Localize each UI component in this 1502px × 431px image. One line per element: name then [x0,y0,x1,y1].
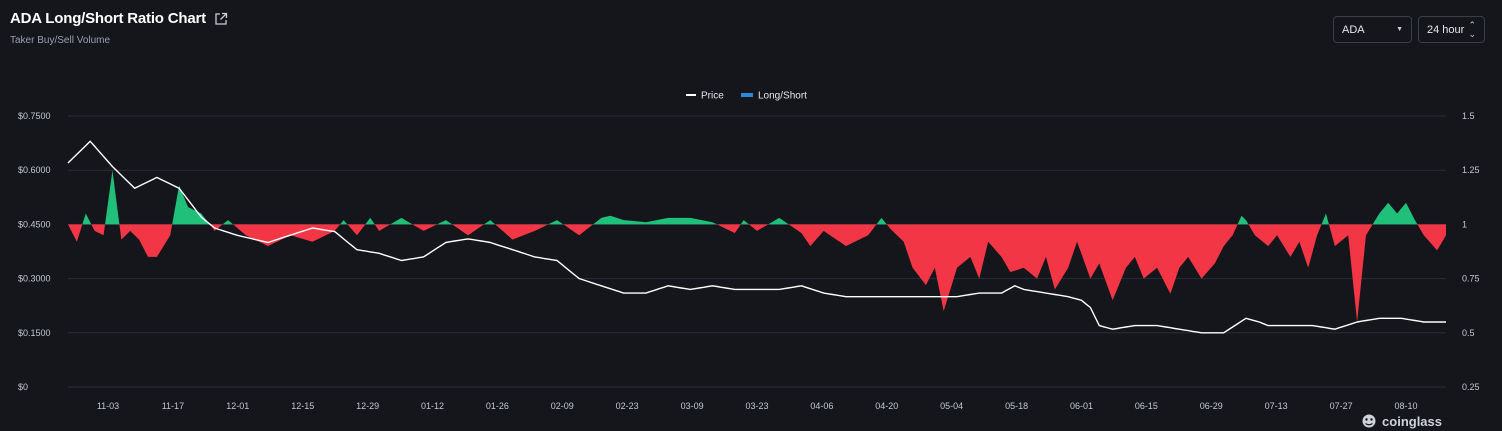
interval-select-value: 24 hour [1427,23,1465,36]
short-area [1328,224,1373,322]
coinglass-logo-icon [1362,414,1376,428]
short-area [91,224,106,236]
short-area [119,224,173,257]
short-area [1248,224,1322,268]
x-tick-label: 07-27 [1330,401,1353,411]
caret-down-icon: ▼ [1396,26,1403,33]
x-tick-label: 06-15 [1135,401,1158,411]
x-tick-label: 08-10 [1394,401,1417,411]
long-area [390,217,413,225]
chart-legend[interactable]: Price Long/Short [686,91,807,102]
short-area [748,224,769,231]
y-right-tick-label: 0.75 [1462,274,1480,284]
x-tick-label: 11-03 [97,401,119,411]
short-area [788,224,877,247]
chart-controls: ADA ▼ 24 hour ⌃ ⌄ [1333,16,1485,43]
x-tick-label: 07-13 [1265,401,1288,411]
chart-grid [68,115,1446,388]
short-area [716,224,741,234]
y-left-tick-label: $0.3000 [18,274,51,284]
long-area [876,217,887,225]
coin-select[interactable]: ADA ▼ [1333,16,1412,43]
long-area [1237,215,1249,225]
long-area [740,220,749,225]
long-area [768,217,789,225]
long-area [1372,202,1418,225]
legend-price-label: Price [701,91,724,102]
price-line [67,140,1446,334]
watermark-text: coinglass [1382,413,1442,429]
short-area [233,224,341,247]
x-tick-label: 12-15 [291,401,314,411]
x-tick-label: 02-09 [551,401,574,411]
x-tick-label: 05-18 [1005,401,1028,411]
x-tick-label: 06-29 [1200,401,1223,411]
y-left-tick-label: $0.7500 [18,111,51,121]
short-area [886,224,1238,312]
legend-item-price[interactable]: Price [686,91,724,102]
y-left-tick-label: $0.4500 [18,219,51,229]
long-area [365,217,375,225]
long-area [593,215,717,225]
long-area [548,220,564,225]
x-axis: 11-03 11-17 12-01 12-15 12-29 01-12 01-26 02-09… [97,401,1418,411]
chevron-up-down-icon: ⌃ ⌄ [1468,19,1476,39]
x-tick-label: 01-26 [486,401,509,411]
y-right-tick-label: 1.25 [1462,165,1480,175]
legend-long-short-label: Long/Short [758,91,807,102]
y-right-tick-label: 0.25 [1462,382,1480,392]
chart-header: ADA Long/Short Ratio Chart Taker Buy/Sel… [10,10,228,46]
long-area [82,213,92,225]
x-tick-label: 12-29 [356,401,379,411]
x-tick-label: 02-23 [616,401,639,411]
y-axis-left: $0.7500 $0.6000 $0.4500 $0.3000 $0.1500 $0 [18,111,51,392]
legend-item-long-short[interactable]: Long/Short [741,91,807,102]
short-area [347,224,366,236]
page-subtitle: Taker Buy/Sell Volume [10,35,111,46]
long-area [483,220,496,225]
coinglass-watermark: coinglass [1360,413,1442,429]
x-tick-label: 03-23 [745,401,768,411]
short-area [412,224,437,231]
y-axis-right: 1.5 1.25 1 0.75 0.5 0.25 [1462,111,1480,392]
external-link-icon[interactable] [214,12,228,26]
x-tick-label: 03-09 [681,401,704,411]
x-tick-label: 11-17 [162,401,184,411]
short-area [563,224,594,236]
short-area [374,224,391,231]
long-area [222,220,234,225]
y-left-tick-label: $0.6000 [18,165,51,175]
long-area [436,220,453,225]
long-area [172,185,210,225]
y-right-tick-label: 1.5 [1462,111,1475,121]
y-right-tick-label: 0.5 [1462,328,1475,338]
y-right-tick-label: 1 [1462,219,1467,229]
x-tick-label: 05-04 [940,401,963,411]
long-short-area [68,170,1446,322]
long-area [340,220,348,225]
short-area [1417,224,1446,251]
page-title: ADA Long/Short Ratio Chart [10,10,206,27]
x-tick-label: 04-06 [810,401,833,411]
x-tick-label: 04-20 [875,401,898,411]
y-left-tick-label: $0.1500 [18,328,51,338]
short-area [495,224,549,240]
y-left-tick-label: $0 [18,382,28,392]
legend-long-short-swatch [741,93,753,97]
short-area [452,224,484,236]
x-tick-label: 06-01 [1070,401,1093,411]
x-tick-label: 01-12 [421,401,444,411]
price-line-group [67,140,1446,334]
short-area [68,224,83,242]
long-area [105,170,120,225]
coin-select-value: ADA [1342,23,1365,36]
x-tick-label: 12-01 [226,401,249,411]
interval-select[interactable]: 24 hour ⌃ ⌄ [1418,16,1485,43]
long-area [1321,213,1329,225]
